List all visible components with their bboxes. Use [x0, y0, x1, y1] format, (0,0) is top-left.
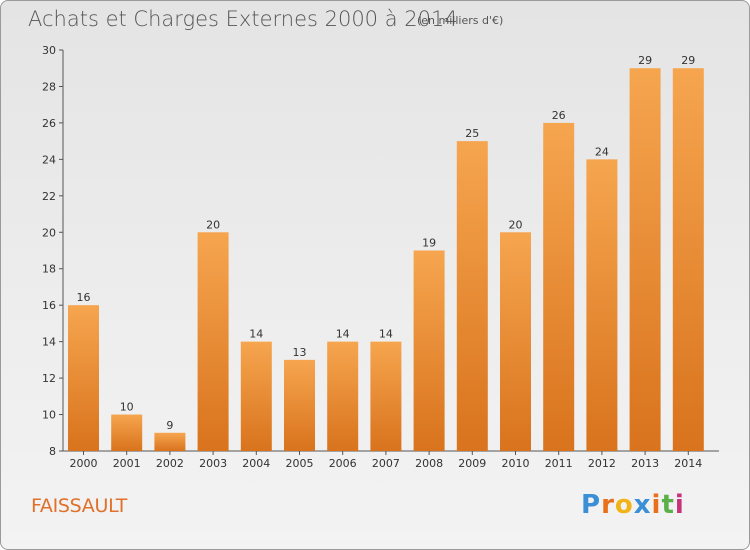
- data-label: 25: [465, 127, 479, 140]
- logo-letter: x: [633, 490, 652, 520]
- y-tick-label: 28: [42, 80, 56, 93]
- logo-letter: t: [661, 490, 675, 520]
- y-tick-label: 12: [42, 372, 56, 385]
- x-tick-label: 2000: [70, 457, 98, 470]
- bar: [672, 68, 704, 452]
- y-tick-label: 24: [42, 153, 56, 166]
- x-tick-label: 2011: [545, 457, 573, 470]
- bar: [111, 414, 143, 451]
- y-tick-label: 16: [42, 299, 56, 312]
- commune-name: FAISSAULT: [31, 495, 128, 517]
- data-label: 16: [77, 291, 91, 304]
- data-label: 26: [552, 109, 566, 122]
- x-tick-label: 2013: [631, 457, 659, 470]
- logo-letter: o: [614, 490, 634, 520]
- y-tick-label: 22: [42, 190, 56, 203]
- logo-letter: i: [674, 490, 685, 520]
- data-label: 9: [166, 419, 173, 432]
- bar: [197, 232, 229, 451]
- y-tick-label: 14: [42, 336, 56, 349]
- x-tick-label: 2008: [415, 457, 443, 470]
- x-tick-label: 2007: [372, 457, 400, 470]
- y-tick-label: 8: [49, 445, 56, 458]
- data-label: 29: [638, 54, 652, 67]
- x-tick-label: 2004: [242, 457, 270, 470]
- bar: [68, 305, 99, 451]
- data-label: 19: [422, 237, 436, 250]
- y-tick-label: 30: [42, 44, 56, 57]
- data-label: 29: [681, 54, 695, 67]
- data-label: 20: [206, 218, 220, 231]
- bar: [284, 359, 315, 451]
- data-label: 13: [293, 346, 307, 359]
- y-tick-label: 26: [42, 117, 56, 130]
- data-label: 10: [120, 401, 134, 414]
- logo-letter: r: [601, 490, 615, 520]
- bar: [154, 432, 186, 451]
- y-tick-label: 18: [42, 263, 56, 276]
- chart-unit: (en milliers d'€): [417, 14, 504, 27]
- axes: 8 10 12 14 16 18 20 22 24 26 28 30 2000 2001 2002 2003 2…: [42, 44, 719, 470]
- bar: [327, 341, 359, 451]
- x-tick-label: 2003: [199, 457, 227, 470]
- logo-letter: P: [581, 490, 602, 520]
- x-tick-label: 2009: [458, 457, 486, 470]
- x-tick-label: 2012: [588, 457, 616, 470]
- data-label: 14: [249, 328, 263, 341]
- bar: [543, 122, 575, 451]
- x-tick-label: 2010: [502, 457, 530, 470]
- data-label: 14: [336, 328, 350, 341]
- bar: [629, 68, 661, 452]
- bar: [586, 159, 618, 451]
- x-tick-label: 2002: [156, 457, 184, 470]
- data-label: 14: [379, 328, 393, 341]
- bars: [68, 68, 704, 452]
- logo-letter: i: [651, 490, 662, 520]
- data-label: 20: [509, 218, 523, 231]
- data-label: 24: [595, 145, 609, 158]
- y-tick-label: 10: [42, 409, 56, 422]
- y-tick-label: 20: [42, 226, 56, 239]
- bar: [370, 341, 402, 451]
- x-tick-label: 2001: [113, 457, 141, 470]
- data-labels: 16 10 9 20 14 13 14 14 19 25 20 26 24 29 29: [77, 54, 696, 432]
- bar: [456, 141, 488, 452]
- bar: [413, 250, 445, 451]
- x-tick-label: 2005: [286, 457, 314, 470]
- x-tick-label: 2006: [329, 457, 357, 470]
- proxiti-logo: Proxiti: [581, 490, 685, 520]
- bar: [500, 232, 531, 451]
- chart-title: Achats et Charges Externes 2000 à 2014: [28, 7, 458, 31]
- bar: [240, 341, 272, 451]
- x-tick-label: 2014: [674, 457, 702, 470]
